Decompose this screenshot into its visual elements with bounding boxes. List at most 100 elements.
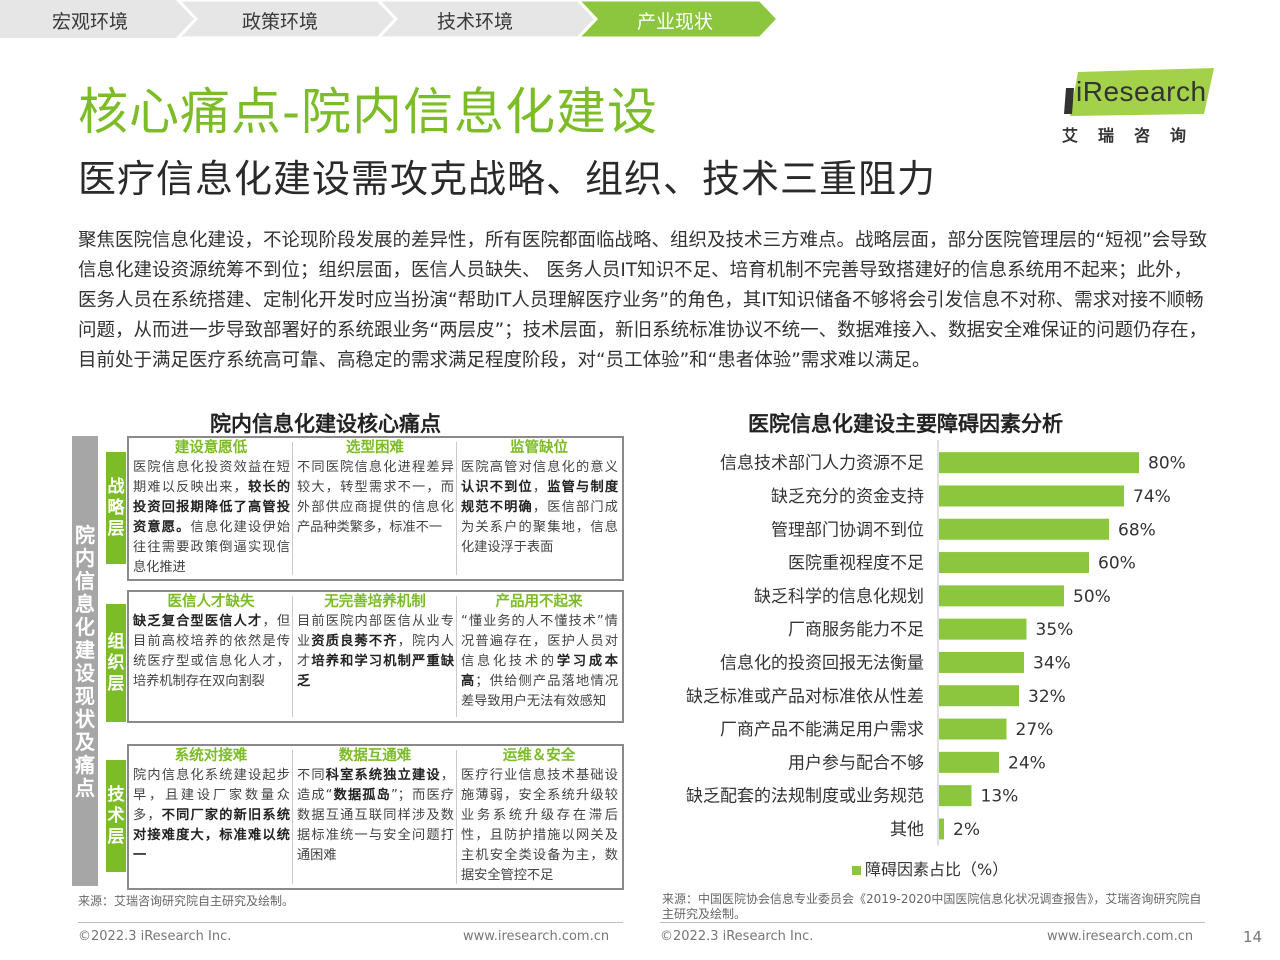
category-label: 厂商产品不能满足用户需求: [720, 720, 924, 740]
nav-item-macro[interactable]: 宏观环境: [51, 11, 128, 33]
category-label: 缺乏标准或产品对标准依从性差: [686, 687, 924, 707]
value-label: 60%: [1098, 554, 1136, 574]
pain-point-body: 医疗行业信息技术基础设施薄弱，安全系统升级较业务系统升级存在滞后性，且防护措施以…: [461, 768, 618, 883]
bar: [939, 518, 1109, 540]
bar: [939, 651, 1024, 673]
chart-legend: 障碍因素占比（%）: [852, 856, 1008, 880]
pain-point-cell: 监管缺位医院高管对信息化的意义认识不到位，监管与制度规范不明确，医信部门成为关系…: [457, 438, 621, 579]
category-label: 厂商服务能力不足: [788, 620, 924, 640]
cell-divider: [292, 596, 293, 717]
category-label: 医院重视程度不足: [788, 554, 924, 574]
legend-label: 障碍因素占比（%）: [865, 860, 1009, 879]
bar: [939, 818, 944, 840]
logo-shape: [1064, 68, 1214, 116]
right-source: 来源：中国医院协会信息专业委员会《2019-2020中国医院信息化状况调查报告》…: [662, 892, 1202, 921]
value-label: 68%: [1118, 520, 1156, 540]
logo-subtitle: 艾瑞咨询: [1062, 126, 1207, 145]
category-label: 管理部门协调不到位: [771, 520, 924, 540]
bar: [939, 685, 1019, 707]
layer-group-1: 医信人才缺失缺乏复合型医信人才，但目前高校培养的依然是传统医疗型或信息化人才，培…: [127, 590, 624, 723]
layer-group-2: 系统对接难院内信息化系统建设起步早，且建设厂家数量众多，不同厂家的新旧系统对接难…: [127, 744, 624, 890]
bar: [939, 552, 1089, 574]
layer-tag-0: 战略层: [106, 452, 126, 564]
chart-title: 医院信息化建设主要障碍因素分析: [748, 412, 1063, 436]
left-source: 来源：艾瑞咨询研究院自主研究及绘制。: [78, 894, 295, 908]
top-nav: 宏观环境 政策环境 技术环境 产业现状: [0, 0, 780, 38]
category-label: 缺乏科学的信息化规划: [754, 587, 924, 607]
cell-divider: [292, 442, 293, 575]
value-label: 50%: [1073, 587, 1111, 607]
pain-point-heading: 建设意愿低: [174, 440, 248, 456]
cell-divider: [292, 750, 293, 884]
footer-divider-left: [78, 922, 623, 923]
category-label: 用户参与配合不够: [788, 753, 924, 773]
value-label: 35%: [1036, 620, 1074, 640]
legend-swatch: [852, 866, 861, 875]
pain-point-body: 医院高管对信息化的意义认识不到位，监管与制度规范不明确，医信部门成为关系户的聚集…: [461, 460, 619, 555]
pain-point-cell: 运维＆安全医疗行业信息技术基础设施薄弱，安全系统升级较业务系统升级存在滞后性，且…: [457, 746, 621, 888]
pain-point-cell: 建设意愿低医院信息化投资效益在短期难以反映出来，较长的投资回报期降低了高管投资意…: [129, 438, 293, 579]
category-label: 信息技术部门人力资源不足: [720, 454, 924, 474]
value-label: 32%: [1028, 687, 1066, 707]
bar: [939, 485, 1124, 507]
layer-tag-2: 技术层: [106, 760, 126, 872]
pain-point-heading: 医信人才缺失: [167, 594, 255, 610]
page-title: 核心痛点-院内信息化建设: [78, 83, 659, 141]
category-label: 其他: [890, 820, 924, 840]
layer-tag-label: 组织层: [107, 631, 125, 694]
pain-point-heading: 选型困难: [346, 440, 404, 456]
pain-point-heading: 无完善培养机制: [324, 594, 426, 610]
iresearch-logo: iResearch 艾瑞咨询: [1060, 68, 1220, 148]
vertical-label-text: 院内信息化建设现状及痛点: [75, 523, 95, 800]
footer-copyright-left: ©2022.3 iResearch Inc.: [78, 929, 232, 944]
bar: [939, 751, 999, 773]
page-number: 14: [1243, 928, 1263, 946]
bar: [939, 452, 1139, 474]
pain-point-heading: 数据互通难: [338, 748, 412, 764]
value-label: 80%: [1148, 454, 1186, 474]
value-label: 13%: [981, 787, 1019, 807]
footer-url-right[interactable]: www.iresearch.com.cn: [1047, 929, 1194, 944]
pain-point-heading: 监管缺位: [510, 440, 568, 456]
pain-point-cell: 医信人才缺失缺乏复合型医信人才，但目前高校培养的依然是传统医疗型或信息化人才，培…: [129, 592, 293, 721]
layer-tag-1: 组织层: [106, 604, 126, 722]
pain-point-body: 不同医院信息化进程差异较大，转型需求不一，而外部供应商提供的信息化产品种类繁多，…: [297, 460, 454, 535]
pain-point-cell: 选型困难不同医院信息化进程差异较大，转型需求不一，而外部供应商提供的信息化产品种…: [293, 438, 457, 579]
page-subtitle: 医疗信息化建设需攻克战略、组织、技术三重阻力: [78, 157, 937, 201]
pain-point-heading: 产品用不起来: [495, 594, 583, 610]
pain-point-heading: 系统对接难: [174, 748, 248, 764]
pain-point-body: 院内信息化系统建设起步早，且建设厂家数量众多，不同厂家的新旧系统对接难度大，标准…: [133, 768, 291, 863]
layer-tag-label: 战略层: [107, 476, 125, 539]
pain-point-body: “懂业务的人不懂技术”情况普遍存在，医护人员对信息化技术的学习成本高；供给侧产品…: [461, 614, 619, 709]
pain-point-body: 目前医院内部医信从业专业资质良莠不齐，院内人才培养和学习机制严重缺乏: [297, 614, 455, 689]
bar: [939, 618, 1027, 640]
pain-point-body: 缺乏复合型医信人才，但目前高校培养的依然是传统医疗型或信息化人才，培养机制存在双…: [133, 614, 291, 689]
nav-item-industry[interactable]: 产业现状: [636, 11, 713, 33]
cell-divider: [456, 596, 457, 717]
pain-point-cell: 无完善培养机制目前医院内部医信从业专业资质良莠不齐，院内人才培养和学习机制严重缺…: [293, 592, 457, 721]
vertical-label-bar: 院内信息化建设现状及痛点: [72, 436, 98, 886]
nav-chevrons: [0, 0, 780, 38]
cell-divider: [456, 442, 457, 575]
footer-divider-right: [660, 922, 1205, 923]
layer-tag-label: 技术层: [107, 784, 125, 847]
pain-point-heading: 运维＆安全: [502, 748, 576, 764]
bar: [939, 585, 1064, 607]
category-label: 信息化的投资回报无法衡量: [720, 653, 924, 673]
footer-copyright-right: ©2022.3 iResearch Inc.: [660, 929, 814, 944]
value-label: 74%: [1133, 487, 1171, 507]
footer-url-left[interactable]: www.iresearch.com.cn: [463, 929, 610, 944]
layer-group-0: 建设意愿低医院信息化投资效益在短期难以反映出来，较长的投资回报期降低了高管投资意…: [127, 436, 624, 581]
intro-paragraph: 聚焦医院信息化建设，不论现阶段发展的差异性，所有医院都面临战略、组织及技术三方难…: [78, 230, 1208, 371]
value-label: 27%: [1016, 720, 1054, 740]
pain-point-body: 不同科室系统独立建设，造成“数据孤岛”；而医疗数据互通互联同样涉及数据标准统一与…: [297, 768, 455, 863]
bar: [939, 785, 972, 807]
left-section-title: 院内信息化建设核心痛点: [210, 412, 441, 436]
category-label: 缺乏充分的资金支持: [771, 487, 924, 507]
bar: [939, 718, 1007, 740]
cell-divider: [456, 750, 457, 884]
nav-item-policy[interactable]: 政策环境: [241, 11, 318, 33]
pain-point-body: 医院信息化投资效益在短期难以反映出来，较长的投资回报期降低了高管投资意愿。信息化…: [133, 460, 291, 575]
nav-item-tech[interactable]: 技术环境: [436, 11, 513, 33]
logo-brand: iResearch: [1076, 76, 1207, 107]
